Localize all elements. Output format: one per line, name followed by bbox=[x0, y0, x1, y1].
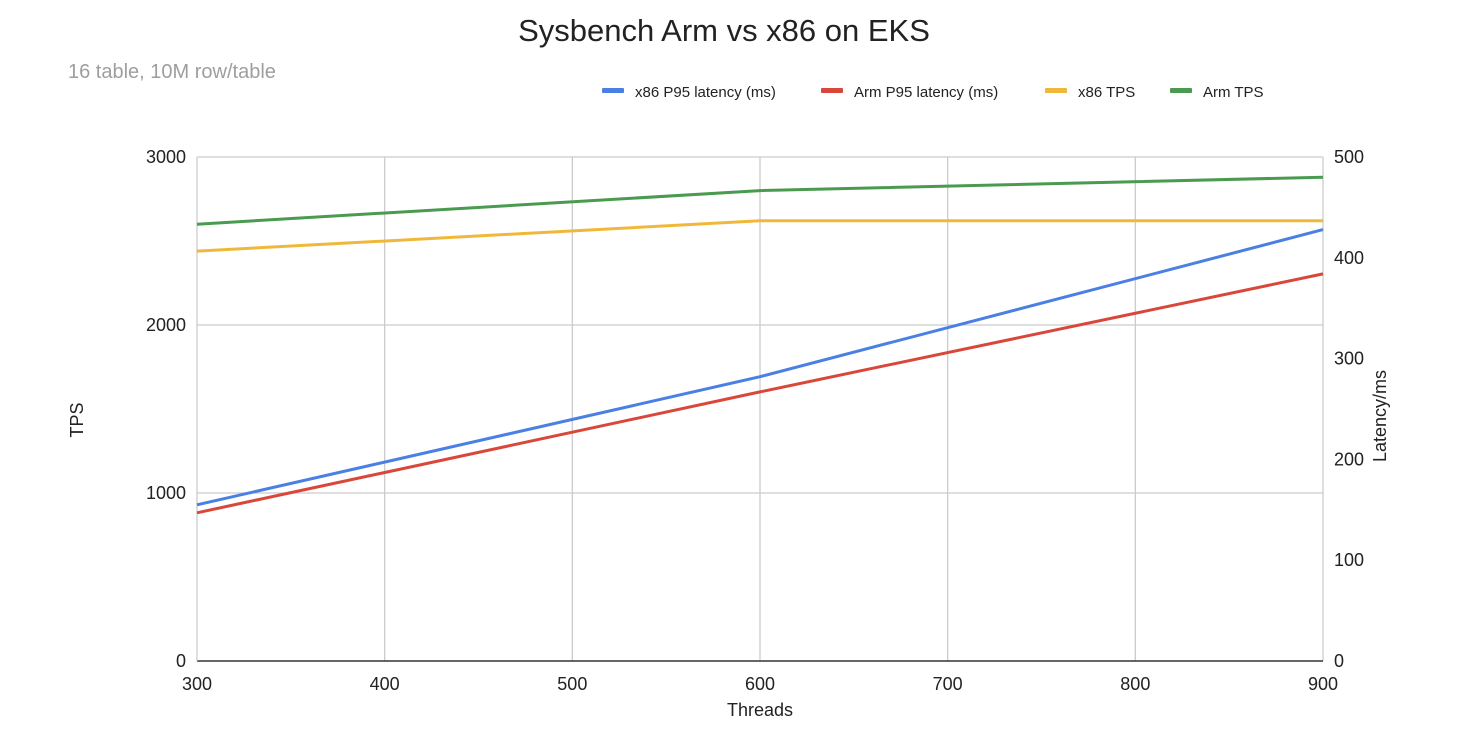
y-right-tick-label: 200 bbox=[1334, 449, 1364, 469]
x-tick-label: 700 bbox=[933, 674, 963, 694]
y-right-axis-label: Latency/ms bbox=[1370, 370, 1390, 462]
y-left-tick-label: 0 bbox=[176, 651, 186, 671]
x-axis-label: Threads bbox=[727, 700, 793, 720]
legend-label: Arm P95 latency (ms) bbox=[854, 84, 998, 101]
x-tick-label: 600 bbox=[745, 674, 775, 694]
y-left-tick-label: 3000 bbox=[146, 147, 186, 167]
legend-swatch bbox=[1170, 88, 1192, 93]
legend-swatch bbox=[821, 88, 843, 93]
legend-swatch bbox=[1045, 88, 1067, 93]
y-left-axis-label: TPS bbox=[67, 402, 87, 437]
x-tick-label: 500 bbox=[557, 674, 587, 694]
y-left-tick-label: 2000 bbox=[146, 315, 186, 335]
chart-subtitle: 16 table, 10M row/table bbox=[68, 61, 276, 83]
x-tick-label: 800 bbox=[1120, 674, 1150, 694]
tick-labels: 300 400 500 600 700 800 900 0 1000 2000 3000 0 100 20… bbox=[146, 147, 1364, 694]
series-line bbox=[196, 219, 1323, 253]
y-right-tick-label: 0 bbox=[1334, 651, 1344, 671]
y-left-tick-label: 1000 bbox=[146, 483, 186, 503]
y-right-tick-label: 100 bbox=[1334, 550, 1364, 570]
x-tick-label: 900 bbox=[1308, 674, 1338, 694]
legend-label: Arm TPS bbox=[1203, 84, 1264, 101]
legend: x86 P95 latency (ms) Arm P95 latency (ms)… bbox=[602, 84, 1264, 101]
legend-swatch bbox=[602, 88, 624, 93]
y-right-tick-label: 400 bbox=[1334, 248, 1364, 268]
axes bbox=[196, 157, 1323, 662]
series-line bbox=[196, 175, 1324, 226]
legend-label: x86 P95 latency (ms) bbox=[635, 84, 776, 101]
series-lines bbox=[196, 175, 1324, 515]
x-tick-label: 400 bbox=[370, 674, 400, 694]
y-right-tick-label: 300 bbox=[1334, 349, 1364, 369]
chart-title: Sysbench Arm vs x86 on EKS bbox=[518, 13, 930, 48]
legend-label: x86 TPS bbox=[1078, 84, 1135, 101]
y-right-tick-label: 500 bbox=[1334, 147, 1364, 167]
series-line bbox=[196, 272, 1324, 515]
x-tick-label: 300 bbox=[182, 674, 212, 694]
series-line bbox=[196, 228, 1324, 507]
grid-lines bbox=[197, 156, 1324, 661]
